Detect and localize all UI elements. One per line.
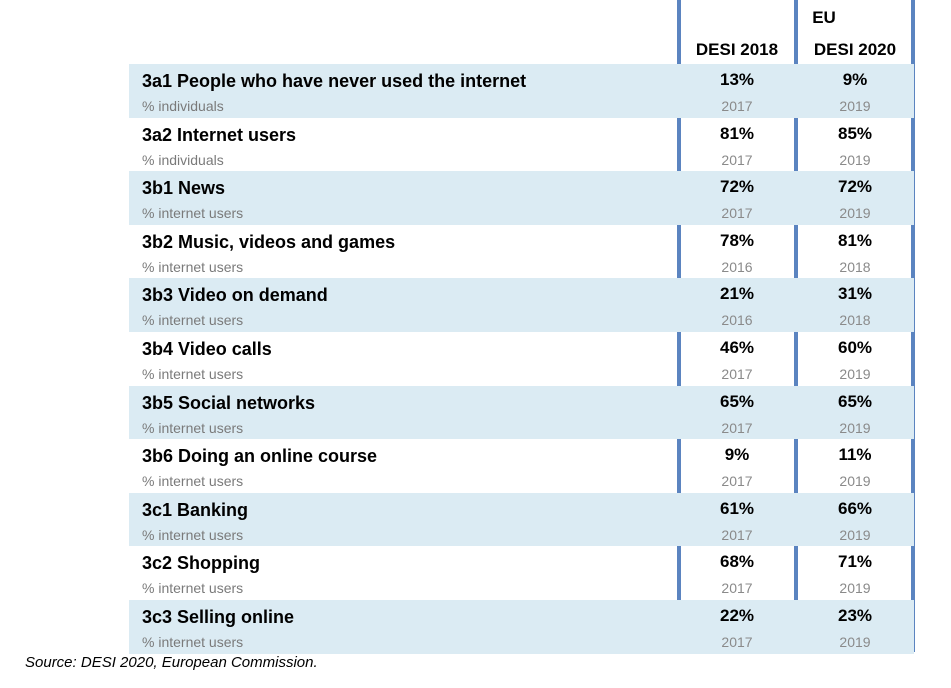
indicator-unit: % internet users (142, 312, 244, 329)
year-desi-2020: 2019 (839, 205, 871, 222)
table-row: 3b3 Video on demand % internet users 21% 20… (129, 278, 914, 332)
indicator-name: 3c3 Selling online (142, 606, 295, 627)
value-desi-2018: 81% (719, 123, 755, 143)
value-desi-2020: 71% (837, 552, 873, 572)
table-row: 3b1 News % internet users 72% 2017 72% 2019 (129, 171, 914, 225)
value-desi-2018: 21% (719, 284, 755, 304)
year-desi-2020: 2019 (839, 151, 871, 168)
indicator-unit: % individuals (142, 98, 224, 114)
year-desi-2018: 2016 (721, 258, 753, 275)
value-desi-2020: 81% (837, 230, 873, 250)
value-desi-2018: 68% (719, 552, 755, 572)
table-row: 3c3 Selling online % internet users 22% 201… (129, 599, 914, 654)
value-desi-2020: 85% (837, 123, 873, 143)
value-desi-2020: 60% (837, 337, 873, 357)
year-desi-2020: 2019 (839, 580, 871, 597)
value-desi-2020: 11% (838, 445, 872, 465)
source-note: Source: DESI 2020, European Commission. (25, 654, 318, 671)
table-row: 3b5 Social networks % internet users 65% 20… (129, 385, 914, 440)
year-desi-2018: 2017 (721, 580, 753, 597)
table-row: 3a1 People who have never used the inter… (129, 64, 914, 118)
value-desi-2020: 72% (837, 177, 873, 197)
year-desi-2018: 2017 (721, 419, 753, 436)
value-desi-2018: 78% (719, 230, 755, 250)
value-desi-2018: 65% (719, 391, 755, 411)
value-desi-2018: 72% (719, 177, 755, 197)
year-desi-2018: 2017 (721, 151, 753, 168)
indicator-name: 3b6 Doing an online course (142, 446, 378, 467)
year-desi-2018: 2017 (721, 205, 753, 222)
value-desi-2020: 66% (837, 498, 873, 518)
value-desi-2018: 46% (719, 337, 755, 357)
year-desi-2020: 2019 (839, 365, 871, 382)
indicator-name: 3c1 Banking (142, 499, 249, 520)
indicator-name: 3c2 Shopping (142, 553, 261, 574)
year-desi-2018: 2017 (721, 98, 753, 114)
year-desi-2020: 2019 (839, 473, 871, 490)
indicator-unit: % internet users (142, 258, 244, 275)
year-desi-2020: 2018 (839, 258, 871, 275)
indicator-name: 3a1 People who have never used the inter… (142, 71, 527, 91)
value-desi-2020: 65% (837, 391, 873, 411)
indicator-unit: % internet users (142, 473, 244, 490)
year-desi-2018: 2016 (721, 312, 753, 329)
table-row: 3b6 Doing an online course % internet use… (129, 439, 914, 493)
table-row: 3c1 Banking % internet users 61% 2017 66% 201… (129, 492, 914, 547)
year-desi-2018: 2017 (721, 526, 753, 543)
indicator-table: 3a1 People who have never used the inter… (129, 64, 914, 654)
group-header-eu: EU (812, 8, 836, 27)
year-desi-2020: 2019 (839, 633, 871, 650)
table-row: 3c2 Shopping % internet users 68% 2017 71% 20… (129, 546, 914, 600)
year-desi-2020: 2018 (839, 312, 871, 329)
indicator-name: 3b4 Video calls (142, 338, 272, 359)
table-row: 3b4 Video calls % internet users 46% 2017 60… (129, 332, 914, 386)
value-desi-2018: 61% (719, 498, 755, 518)
table-row: 3a2 Internet users % individuals 81% 2017 85… (129, 118, 914, 172)
year-desi-2018: 2017 (721, 473, 753, 490)
indicator-unit: % internet users (142, 580, 244, 597)
value-desi-2020: 23% (837, 605, 873, 625)
indicator-unit: % internet users (142, 633, 244, 650)
indicator-unit: % individuals (142, 151, 224, 168)
column-header-desi-2020: DESI 2020 (813, 40, 897, 59)
value-desi-2018: 22% (719, 605, 755, 625)
indicator-unit: % internet users (142, 526, 244, 543)
column-header-desi-2018: DESI 2018 (695, 40, 779, 59)
value-desi-2018: 13% (719, 70, 755, 89)
value-desi-2020: 9% (842, 70, 868, 89)
indicator-unit: % internet users (142, 365, 244, 382)
year-desi-2020: 2019 (839, 98, 871, 114)
indicator-name: 3b1 News (142, 178, 226, 199)
year-desi-2018: 2017 (721, 365, 753, 382)
year-desi-2020: 2019 (839, 419, 871, 436)
year-desi-2018: 2017 (721, 633, 753, 650)
indicator-name: 3b3 Video on demand (142, 285, 328, 306)
table-row: 3b2 Music, videos and games % internet us… (129, 225, 914, 279)
indicator-unit: % internet users (142, 205, 244, 222)
value-desi-2020: 31% (837, 284, 873, 304)
indicator-unit: % internet users (142, 419, 244, 436)
indicator-name: 3b2 Music, videos and games (142, 231, 396, 252)
indicator-name: 3a2 Internet users (142, 124, 297, 145)
year-desi-2020: 2019 (839, 526, 871, 543)
indicator-name: 3b5 Social networks (142, 392, 316, 413)
value-desi-2018: 9% (724, 445, 750, 465)
